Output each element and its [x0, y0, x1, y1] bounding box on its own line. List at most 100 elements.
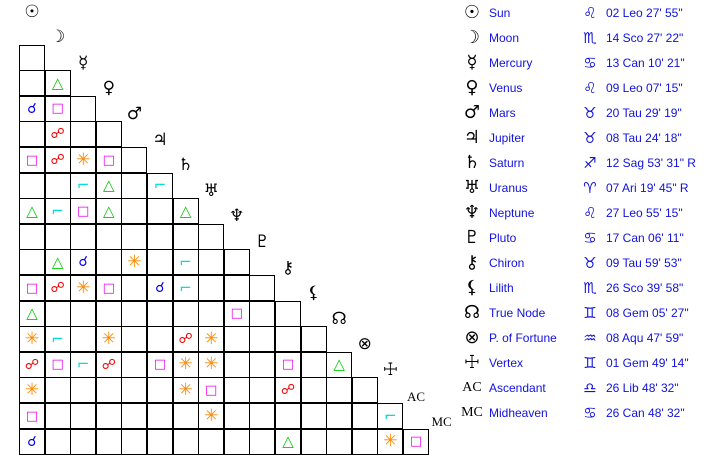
aspect-cell-pluto-neptune[interactable] [223, 249, 250, 276]
aspect-cell-true-node-pluto[interactable] [249, 326, 276, 353]
aspect-cell-midheaven-mercury[interactable] [70, 428, 97, 455]
aspect-cell-midheaven-sun[interactable]: ☌ [19, 428, 45, 455]
aspect-cell-lilith-pluto[interactable] [249, 300, 276, 327]
aspect-cell-saturn-sun[interactable] [19, 172, 45, 199]
aspect-cell-pluto-venus[interactable] [95, 249, 122, 276]
aspect-cell-ascendant-mercury[interactable] [70, 403, 97, 429]
aspect-cell-ascendant-uranus[interactable]: ✳ [198, 403, 225, 429]
aspect-cell-moon-sun[interactable] [19, 44, 45, 71]
aspect-cell-vertex-p-of-fortune[interactable] [351, 377, 378, 404]
aspect-cell-p-of-fortune-venus[interactable]: ☍ [95, 351, 122, 378]
aspect-cell-true-node-lilith[interactable] [300, 326, 327, 353]
aspect-cell-uranus-saturn[interactable]: △ [172, 198, 199, 225]
aspect-cell-neptune-saturn[interactable] [172, 223, 199, 250]
aspect-cell-neptune-sun[interactable] [19, 223, 45, 250]
aspect-cell-chiron-mars[interactable] [121, 275, 148, 301]
aspect-cell-jupiter-moon[interactable]: ☍ [44, 147, 71, 173]
aspect-cell-pluto-mars[interactable]: ✳ [121, 249, 148, 276]
aspect-cell-midheaven-chiron[interactable]: △ [275, 428, 301, 455]
aspect-cell-chiron-saturn[interactable]: ⌐ [172, 275, 199, 301]
aspect-cell-vertex-uranus[interactable]: □ [198, 377, 225, 404]
aspect-cell-vertex-jupiter[interactable] [147, 377, 173, 404]
aspect-cell-chiron-uranus[interactable] [198, 275, 225, 301]
aspect-cell-chiron-jupiter[interactable]: ☌ [147, 275, 173, 301]
aspect-cell-lilith-mars[interactable] [121, 300, 148, 327]
aspect-cell-p-of-fortune-lilith[interactable] [300, 351, 327, 378]
aspect-cell-ascendant-jupiter[interactable] [147, 403, 173, 429]
aspect-cell-pluto-saturn[interactable]: ⌐ [172, 249, 199, 276]
aspect-cell-vertex-venus[interactable] [95, 377, 122, 404]
aspect-cell-p-of-fortune-pluto[interactable] [249, 351, 276, 378]
aspect-cell-true-node-venus[interactable]: ✳ [95, 326, 122, 353]
aspect-cell-p-of-fortune-sun[interactable]: ☍ [19, 351, 45, 378]
aspect-cell-ascendant-true-node[interactable] [326, 403, 353, 429]
aspect-cell-ascendant-pluto[interactable] [249, 403, 276, 429]
aspect-cell-uranus-jupiter[interactable] [147, 198, 173, 225]
aspect-cell-pluto-moon[interactable]: △ [44, 249, 71, 276]
aspect-cell-mars-moon[interactable]: ☍ [44, 121, 71, 148]
aspect-cell-pluto-jupiter[interactable] [147, 249, 173, 276]
aspect-cell-saturn-mercury[interactable]: ⌐ [70, 172, 97, 199]
aspect-cell-mars-venus[interactable] [95, 121, 122, 148]
aspect-cell-chiron-mercury[interactable]: ✳ [70, 275, 97, 301]
aspect-cell-vertex-true-node[interactable] [326, 377, 353, 404]
aspect-cell-uranus-venus[interactable]: △ [95, 198, 122, 225]
aspect-cell-ascendant-p-of-fortune[interactable] [351, 403, 378, 429]
aspect-cell-ascendant-saturn[interactable] [172, 403, 199, 429]
aspect-cell-vertex-saturn[interactable]: ✳ [172, 377, 199, 404]
aspect-cell-neptune-jupiter[interactable] [147, 223, 173, 250]
aspect-cell-ascendant-lilith[interactable] [300, 403, 327, 429]
aspect-cell-chiron-neptune[interactable] [223, 275, 250, 301]
aspect-cell-vertex-pluto[interactable] [249, 377, 276, 404]
aspect-cell-mercury-sun[interactable] [19, 70, 45, 97]
aspect-cell-true-node-jupiter[interactable] [147, 326, 173, 353]
aspect-cell-midheaven-pluto[interactable] [249, 428, 276, 455]
aspect-cell-p-of-fortune-saturn[interactable]: ✳ [172, 351, 199, 378]
aspect-cell-true-node-mercury[interactable] [70, 326, 97, 353]
aspect-cell-neptune-moon[interactable] [44, 223, 71, 250]
aspect-cell-true-node-neptune[interactable] [223, 326, 250, 353]
aspect-cell-midheaven-jupiter[interactable] [147, 428, 173, 455]
aspect-cell-p-of-fortune-neptune[interactable] [223, 351, 250, 378]
aspect-cell-chiron-venus[interactable]: □ [95, 275, 122, 301]
aspect-cell-uranus-moon[interactable]: ⌐ [44, 198, 71, 225]
aspect-cell-neptune-uranus[interactable] [198, 223, 225, 250]
aspect-cell-midheaven-venus[interactable] [95, 428, 122, 455]
aspect-cell-venus-sun[interactable]: ☌ [19, 95, 45, 122]
aspect-cell-vertex-sun[interactable]: ✳ [19, 377, 45, 404]
aspect-cell-mars-sun[interactable] [19, 121, 45, 148]
aspect-cell-chiron-moon[interactable]: ☍ [44, 275, 71, 301]
aspect-cell-neptune-mars[interactable] [121, 223, 148, 250]
aspect-cell-ascendant-venus[interactable] [95, 403, 122, 429]
aspect-cell-midheaven-lilith[interactable] [300, 428, 327, 455]
aspect-cell-true-node-saturn[interactable]: ☍ [172, 326, 199, 353]
aspect-cell-true-node-moon[interactable]: ⌐ [44, 326, 71, 353]
aspect-cell-lilith-venus[interactable] [95, 300, 122, 327]
aspect-cell-vertex-mars[interactable] [121, 377, 148, 404]
aspect-cell-p-of-fortune-mars[interactable] [121, 351, 148, 378]
aspect-cell-midheaven-true-node[interactable] [326, 428, 353, 455]
aspect-cell-true-node-mars[interactable] [121, 326, 148, 353]
aspect-cell-saturn-moon[interactable] [44, 172, 71, 199]
aspect-cell-vertex-neptune[interactable] [223, 377, 250, 404]
aspect-cell-midheaven-uranus[interactable] [198, 428, 225, 455]
aspect-cell-saturn-mars[interactable] [121, 172, 148, 199]
aspect-cell-true-node-chiron[interactable] [275, 326, 301, 353]
aspect-cell-true-node-sun[interactable]: ✳ [19, 326, 45, 353]
aspect-cell-pluto-mercury[interactable]: ☌ [70, 249, 97, 276]
aspect-cell-saturn-venus[interactable]: △ [95, 172, 122, 199]
aspect-cell-lilith-uranus[interactable] [198, 300, 225, 327]
aspect-cell-jupiter-sun[interactable]: □ [19, 147, 45, 173]
aspect-cell-jupiter-venus[interactable]: □ [95, 147, 122, 173]
aspect-cell-p-of-fortune-uranus[interactable]: ✳ [198, 351, 225, 378]
aspect-cell-mercury-moon[interactable]: △ [44, 70, 71, 97]
aspect-cell-vertex-mercury[interactable] [70, 377, 97, 404]
aspect-cell-midheaven-neptune[interactable] [223, 428, 250, 455]
aspect-cell-lilith-saturn[interactable] [172, 300, 199, 327]
aspect-cell-ascendant-sun[interactable]: □ [19, 403, 45, 429]
aspect-cell-midheaven-saturn[interactable] [172, 428, 199, 455]
aspect-cell-saturn-jupiter[interactable]: ⌐ [147, 172, 173, 199]
aspect-cell-jupiter-mercury[interactable]: ✳ [70, 147, 97, 173]
aspect-cell-lilith-jupiter[interactable] [147, 300, 173, 327]
aspect-cell-ascendant-chiron[interactable] [275, 403, 301, 429]
